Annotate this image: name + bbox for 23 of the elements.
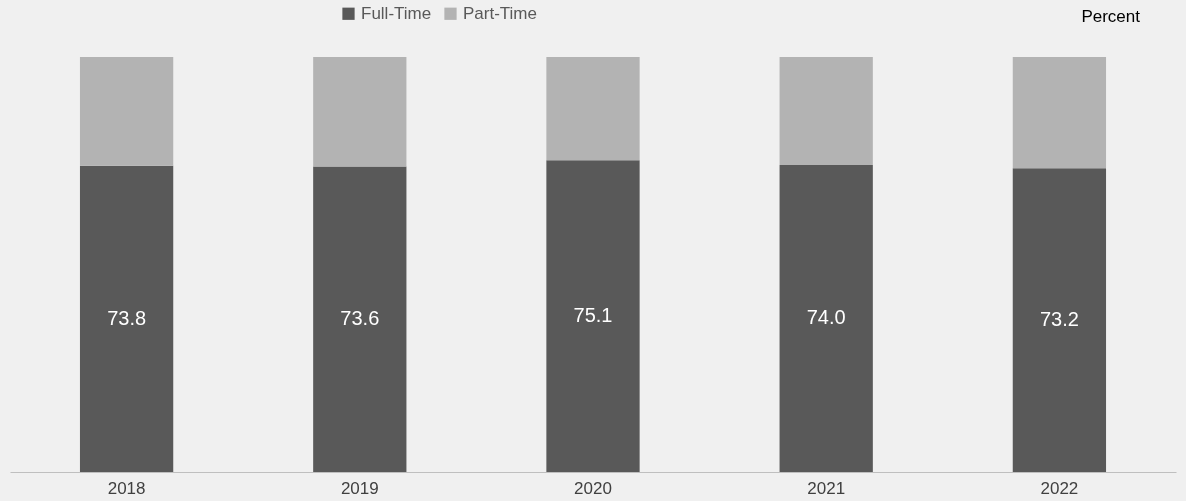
data-label: 73.2	[1039, 308, 1079, 331]
bar	[79, 165, 174, 472]
bar	[1012, 168, 1107, 472]
x-tick-label: 2018	[107, 478, 146, 498]
bar	[313, 57, 407, 167]
data-label: 74.0	[806, 306, 846, 329]
x-tick-label: 2021	[807, 478, 846, 498]
bar	[779, 164, 873, 472]
data-label: 73.6	[340, 307, 380, 330]
x-tick-label: 2022	[1040, 478, 1079, 498]
x-tick-label: 2020	[574, 478, 612, 498]
bar	[546, 160, 640, 472]
data-label: 73.8	[107, 306, 147, 329]
legend-label: Part-Time	[463, 3, 537, 23]
x-tick-label: 2019	[340, 478, 379, 498]
bar	[779, 57, 873, 165]
bar	[1012, 57, 1107, 169]
text: Percent	[1081, 7, 1141, 26]
bar	[79, 57, 174, 166]
bar	[546, 57, 640, 161]
legend-label: Full-Time	[361, 3, 432, 23]
data-label: 75.1	[573, 304, 613, 327]
bar	[313, 166, 407, 472]
